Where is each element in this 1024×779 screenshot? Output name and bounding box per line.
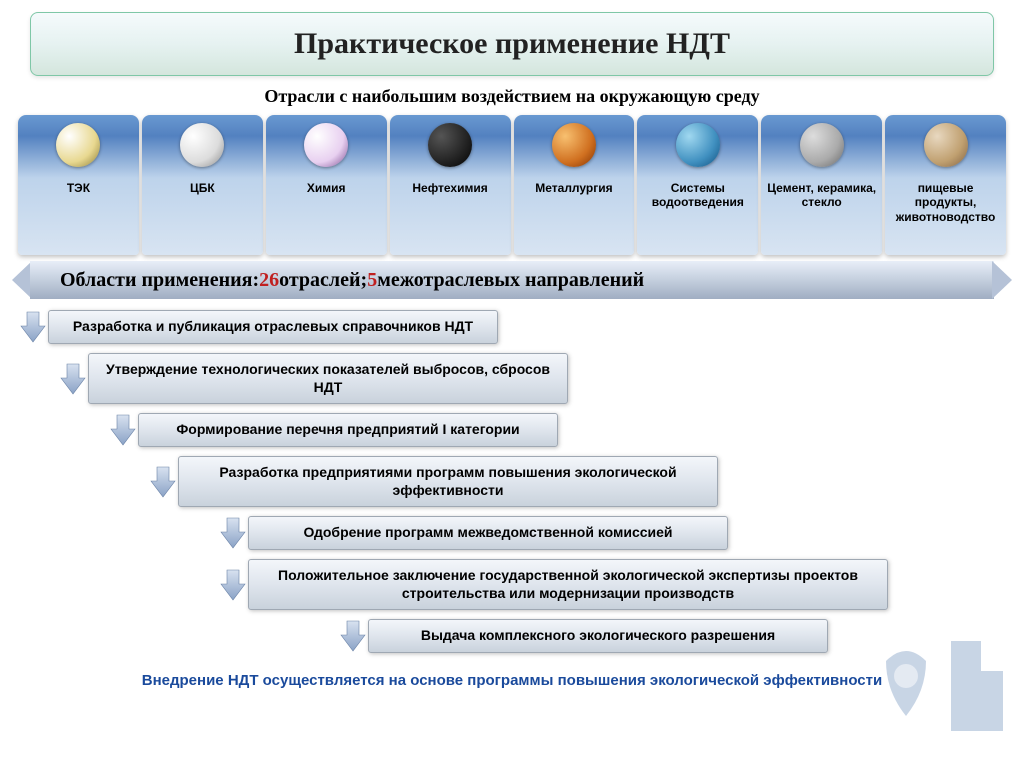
step-row: Утверждение технологических показателей … [58, 353, 1006, 404]
step-arrow-icon [108, 412, 138, 448]
step-row: Выдача комплексного экологического разре… [338, 618, 1006, 654]
industry-icon [924, 123, 968, 167]
step-box: Одобрение программ межведомственной коми… [248, 516, 728, 550]
subtitle: Отрасли с наибольшим воздействием на окр… [0, 86, 1024, 107]
step-box: Выдача комплексного экологического разре… [368, 619, 828, 653]
band-arrow-right-icon [992, 261, 1012, 299]
industry-icon [180, 123, 224, 167]
step-row: Разработка предприятиями программ повыше… [148, 456, 1006, 507]
industry-icon [552, 123, 596, 167]
industry-label: ТЭК [67, 181, 90, 195]
industry-label: Металлургия [535, 181, 612, 195]
step-row: Положительное заключение государственной… [218, 559, 1006, 610]
industry-card: Металлургия [514, 115, 635, 255]
industry-icon [304, 123, 348, 167]
steps-cascade: Разработка и публикация отраслевых справ… [18, 309, 1006, 654]
industry-card: ЦБК [142, 115, 263, 255]
industry-card: Цемент, керамика, стекло [761, 115, 882, 255]
industry-icon [800, 123, 844, 167]
step-row: Разработка и публикация отраслевых справ… [18, 309, 1006, 345]
title-bar: Практическое применение НДТ [30, 12, 994, 76]
step-box: Разработка предприятиями программ повыше… [178, 456, 718, 507]
step-box: Положительное заключение государственной… [248, 559, 888, 610]
step-arrow-icon [18, 309, 48, 345]
footer-text: Внедрение НДТ осуществляется на основе п… [0, 672, 1024, 689]
band-mid: отраслей; [279, 269, 367, 292]
step-arrow-icon [338, 618, 368, 654]
band-prefix: Области применения: [60, 269, 259, 292]
industry-label: Нефтехимия [412, 181, 487, 195]
industry-label: Цемент, керамика, стекло [764, 181, 879, 210]
step-arrow-icon [218, 515, 248, 551]
industry-card: ТЭК [18, 115, 139, 255]
step-arrow-icon [148, 464, 178, 500]
step-box: Утверждение технологических показателей … [88, 353, 568, 404]
step-row: Одобрение программ межведомственной коми… [218, 515, 1006, 551]
step-row: Формирование перечня предприятий I катег… [108, 412, 1006, 448]
band-suffix: межотраслевых направлений [377, 269, 644, 292]
industry-card: Химия [266, 115, 387, 255]
page-title: Практическое применение НДТ [51, 27, 973, 61]
industry-icon [428, 123, 472, 167]
industry-card: Системы водоотведения [637, 115, 758, 255]
band-body: Области применения: 26 отраслей; 5 межот… [30, 261, 994, 299]
band-num2: 5 [367, 269, 377, 292]
industry-label: пищевые продукты, животноводство [888, 181, 1003, 224]
application-band: Области применения: 26 отраслей; 5 межот… [12, 261, 1012, 299]
band-num1: 26 [259, 269, 279, 292]
industries-row: ТЭК ЦБК Химия Нефтехимия Металлургия Системы … [18, 115, 1006, 255]
industry-icon [676, 123, 720, 167]
industry-label: ЦБК [190, 181, 215, 195]
industry-label: Химия [307, 181, 346, 195]
industry-card: Нефтехимия [390, 115, 511, 255]
industry-card: пищевые продукты, животноводство [885, 115, 1006, 255]
step-box: Формирование перечня предприятий I катег… [138, 413, 558, 447]
band-arrow-left-icon [12, 261, 32, 299]
step-box: Разработка и публикация отраслевых справ… [48, 310, 498, 344]
industry-icon [56, 123, 100, 167]
industry-label: Системы водоотведения [640, 181, 755, 210]
step-arrow-icon [58, 361, 88, 397]
step-arrow-icon [218, 567, 248, 603]
